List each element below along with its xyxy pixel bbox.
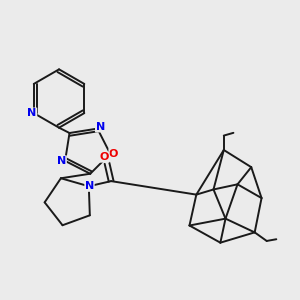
Text: N: N — [27, 108, 37, 118]
Text: N: N — [57, 156, 66, 166]
Text: O: O — [109, 149, 118, 159]
Text: N: N — [95, 122, 105, 132]
Text: O: O — [100, 152, 109, 162]
Text: N: N — [85, 181, 94, 191]
